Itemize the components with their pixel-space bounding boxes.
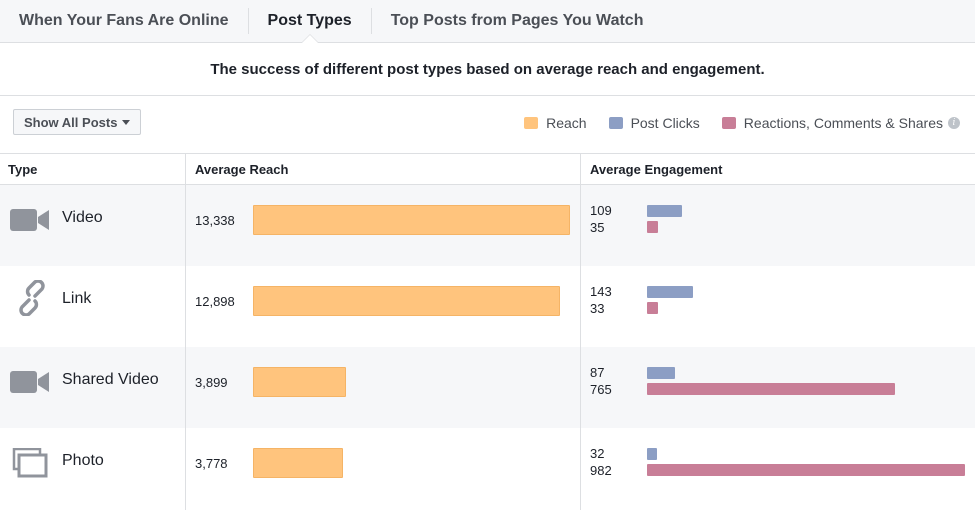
reach-value-label: 13,338 — [195, 213, 235, 228]
video-camera-icon — [10, 369, 50, 400]
reach-value-label: 3,778 — [195, 456, 228, 471]
tab-divider — [247, 8, 249, 34]
reactions-bar[interactable] — [647, 221, 658, 233]
post-clicks-value-label: 143 — [590, 284, 612, 299]
reach-bar[interactable] — [253, 448, 343, 478]
photo-stack-icon — [12, 447, 48, 483]
info-icon[interactable]: i — [948, 117, 960, 129]
post-clicks-value-label: 87 — [590, 365, 605, 380]
reactions-bar[interactable] — [647, 383, 895, 395]
reach-value-label: 12,898 — [195, 294, 235, 309]
legend-item-post-clicks: Post Clicks — [608, 115, 700, 131]
tab-post-types[interactable]: Post Types — [249, 0, 371, 43]
table-row: Video 13,338 109 35 — [0, 185, 975, 266]
reactions-value-label: 982 — [590, 463, 612, 478]
reactions-value-label: 765 — [590, 382, 612, 397]
post-clicks-bar[interactable] — [647, 205, 682, 217]
table-header: Type Average Reach Average Engagement — [0, 154, 975, 185]
header-average-engagement: Average Engagement — [590, 162, 723, 177]
legend-item-reactions: Reactions, Comments & Shares i — [721, 115, 960, 131]
legend-swatch-reach — [524, 117, 539, 129]
link-icon — [14, 279, 50, 321]
tab-bar: When Your Fans Are Online Post Types Top… — [0, 0, 975, 43]
legend-label: Reach — [546, 115, 587, 131]
post-clicks-bar[interactable] — [647, 448, 657, 460]
active-tab-indicator-fill — [301, 35, 318, 43]
tab-top-posts[interactable]: Top Posts from Pages You Watch — [372, 0, 663, 42]
controls-bar: Show All Posts Reach Post Clicks Reactio… — [0, 96, 975, 154]
legend-swatch-post-clicks — [608, 117, 623, 129]
post-type-label: Link — [62, 290, 92, 307]
reactions-bar[interactable] — [647, 302, 658, 314]
reach-bar[interactable] — [253, 205, 570, 235]
post-clicks-value-label: 109 — [590, 203, 612, 218]
header-average-reach: Average Reach — [195, 162, 289, 177]
legend-label: Reactions, Comments & Shares — [743, 115, 943, 131]
column-divider — [185, 154, 186, 510]
chevron-down-icon — [122, 119, 131, 125]
post-type-label: Photo — [62, 452, 104, 469]
reactions-value-label: 33 — [590, 301, 605, 316]
tab-label: When Your Fans Are Online — [19, 12, 229, 29]
reach-value-label: 3,899 — [195, 375, 228, 390]
legend-item-reach: Reach — [524, 115, 587, 131]
chart-legend: Reach Post Clicks Reactions, Comments & … — [502, 115, 960, 131]
post-clicks-bar[interactable] — [647, 286, 693, 298]
table-row: Link 12,898 143 33 — [0, 266, 975, 347]
table-row: Shared Video 3,899 87 765 — [0, 347, 975, 428]
video-camera-icon — [10, 207, 50, 238]
tab-when-fans-online[interactable]: When Your Fans Are Online — [0, 0, 248, 42]
header-type: Type — [8, 162, 38, 177]
reach-bar[interactable] — [253, 367, 346, 397]
reach-bar[interactable] — [253, 286, 560, 316]
post-clicks-value-label: 32 — [590, 446, 605, 461]
reactions-bar[interactable] — [647, 464, 965, 476]
post-type-label: Video — [62, 209, 103, 226]
legend-swatch-reactions — [721, 117, 736, 129]
tab-label: Post Types — [267, 12, 352, 29]
column-divider — [580, 154, 581, 510]
tab-label: Top Posts from Pages You Watch — [390, 12, 644, 29]
table-row: Photo 3,778 32 982 — [0, 428, 975, 509]
tab-divider — [370, 8, 372, 34]
post-clicks-bar[interactable] — [647, 367, 675, 379]
legend-label: Post Clicks — [630, 115, 700, 131]
show-all-posts-dropdown[interactable]: Show All Posts — [13, 109, 142, 135]
dropdown-label: Show All Posts — [24, 114, 118, 130]
post-type-label: Shared Video — [62, 371, 159, 388]
page-subtitle: The success of different post types base… — [0, 43, 975, 96]
reactions-value-label: 35 — [590, 220, 605, 235]
